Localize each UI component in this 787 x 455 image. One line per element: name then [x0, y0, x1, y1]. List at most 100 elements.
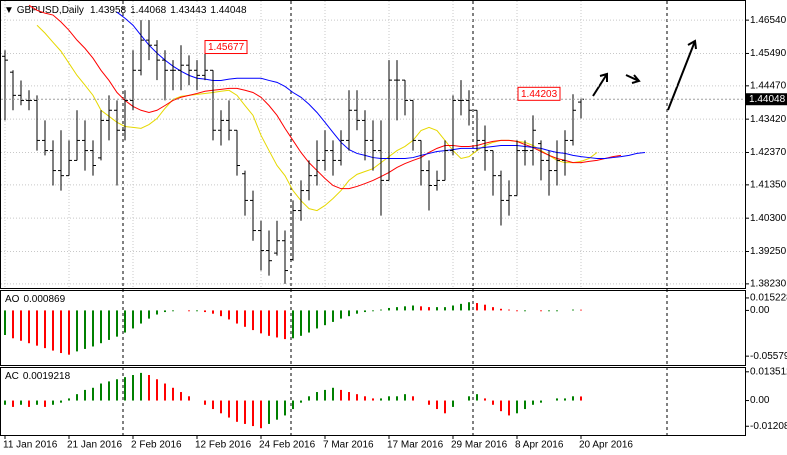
x-tick-label: 11 Jan 2016: [3, 440, 58, 451]
arrow: [667, 39, 697, 111]
ohlc-bar: [530, 115, 536, 166]
ohlc-bar: [74, 110, 80, 161]
y-tick-label: 1.39250: [750, 246, 787, 257]
ohlc-bar: [442, 140, 448, 181]
ohlc-bar: [234, 129, 240, 176]
ohlc-bar: [370, 120, 376, 171]
ohlc-bar: [514, 140, 520, 197]
ohlc-bar: [162, 50, 168, 101]
ohlc-bar: [498, 170, 504, 226]
ac-panel: [0, 367, 746, 436]
price-annotation-box: [517, 86, 561, 101]
ohlc-bar: [474, 109, 480, 151]
price-label: 1.44048: [749, 94, 786, 105]
ohlc-bar: [178, 45, 184, 91]
ohlc-bar: [226, 100, 232, 141]
last-open: 1.43958: [90, 5, 127, 16]
x-tick-label: 20 Apr 2016: [579, 440, 633, 451]
x-tick-label: 29 Mar 2016: [451, 440, 508, 451]
ohlc-bar: [314, 140, 320, 186]
menu-marker: ▼: [4, 5, 17, 16]
ohlc-bar: [114, 100, 120, 186]
ohlc-bar: [546, 150, 552, 196]
ohlc-bar: [458, 80, 464, 116]
ohlc-bar: [242, 170, 248, 216]
ohlc-bar: [306, 160, 312, 201]
ohlc-bar: [466, 90, 472, 126]
ohlc-bar: [58, 130, 64, 191]
y-tick-label: 0.00: [750, 395, 770, 406]
drawn-arrows: [592, 39, 697, 111]
ohlc-bar: [402, 79, 408, 116]
ohlc-bar: [298, 180, 304, 221]
ohlc-bar: [138, 20, 144, 76]
price-annotation-box: [204, 40, 248, 55]
y-tick-label: -0.055795: [750, 351, 787, 362]
indicator-name: AO: [5, 294, 20, 305]
moving-average-line: [28, 4, 622, 190]
indicator-value: 0.0019218: [23, 371, 71, 382]
ohlc-bar: [106, 95, 112, 141]
y-tick-label: 1.42370: [750, 147, 787, 158]
chart-title: ▼ GBPUSD,Daily 1.43958 1.44068 1.43443 1.440…: [4, 5, 247, 16]
x-tick-label: 7 Mar 2016: [323, 440, 374, 451]
ohlc-bar: [186, 55, 192, 86]
ohlc-bar: [554, 140, 560, 186]
ohlc-bar: [82, 120, 88, 171]
ohlc-bar: [362, 110, 368, 161]
ohlc-bar: [378, 120, 384, 216]
y-tick-label: 1.41350: [750, 179, 787, 190]
ohlc-bar: [330, 140, 336, 176]
ohlc-bar: [410, 99, 416, 151]
arrow: [625, 74, 641, 84]
ac-title: AC 0.0019218: [5, 371, 71, 382]
ohlc-bar: [50, 140, 56, 186]
symbol: GBPUSD,Daily: [17, 5, 84, 16]
y-tick-label: 1.38230: [750, 279, 787, 290]
ao-title: AO 0.000869: [5, 294, 66, 305]
x-tick-label: 2 Feb 2016: [131, 440, 182, 451]
last-low: 1.43443: [170, 5, 207, 16]
ohlc-bar: [434, 170, 440, 191]
ohlc-bar: [2, 50, 8, 121]
y-tick-label: 1.45490: [750, 48, 787, 59]
x-tick-label: 8 Apr 2016: [515, 440, 564, 451]
ohlc-bar: [570, 94, 576, 146]
ao-panel: [0, 290, 746, 366]
arrow: [592, 72, 608, 97]
y-tick-label: 1.43420: [750, 114, 787, 125]
ohlc-bar: [354, 90, 360, 131]
indicator-value: 0.000869: [23, 294, 65, 305]
ohlc-bar: [258, 220, 264, 271]
ohlc-bar: [218, 110, 224, 146]
x-tick-label: 17 Mar 2016: [387, 440, 444, 451]
y-tick-label: 1.40300: [750, 213, 787, 224]
ohlc-bar: [282, 230, 288, 284]
price-annotation: 1.45677: [208, 42, 245, 53]
ohlc-bar: [98, 110, 104, 161]
main-panel: [0, 0, 746, 289]
ohlc-bar: [194, 60, 200, 91]
ohlc-bar: [290, 200, 296, 261]
ohlc-bar: [578, 98, 584, 119]
ohlc-bar: [266, 230, 272, 276]
ohlc-bar: [122, 90, 128, 141]
x-tick-label: 12 Feb 2016: [195, 440, 252, 451]
price-label-box: [746, 93, 787, 106]
ohlc-bar: [90, 140, 96, 176]
y-tick-label: 0.013512: [750, 366, 787, 377]
indicator-name: AC: [5, 371, 19, 382]
ohlc-bar: [26, 90, 32, 111]
ohlc-bar: [490, 150, 496, 196]
ohlc-bar: [10, 70, 16, 111]
last-high: 1.44068: [130, 5, 167, 16]
ohlc-bar: [18, 80, 24, 106]
x-tick-label: 24 Feb 2016: [259, 440, 316, 451]
ohlc-bar: [338, 130, 344, 166]
ohlc-bar: [170, 60, 176, 91]
y-tick-label: 1.44470: [750, 80, 787, 91]
ohlc-bar: [386, 60, 392, 181]
ohlc-bar: [506, 180, 512, 216]
ohlc-bar: [394, 60, 400, 121]
